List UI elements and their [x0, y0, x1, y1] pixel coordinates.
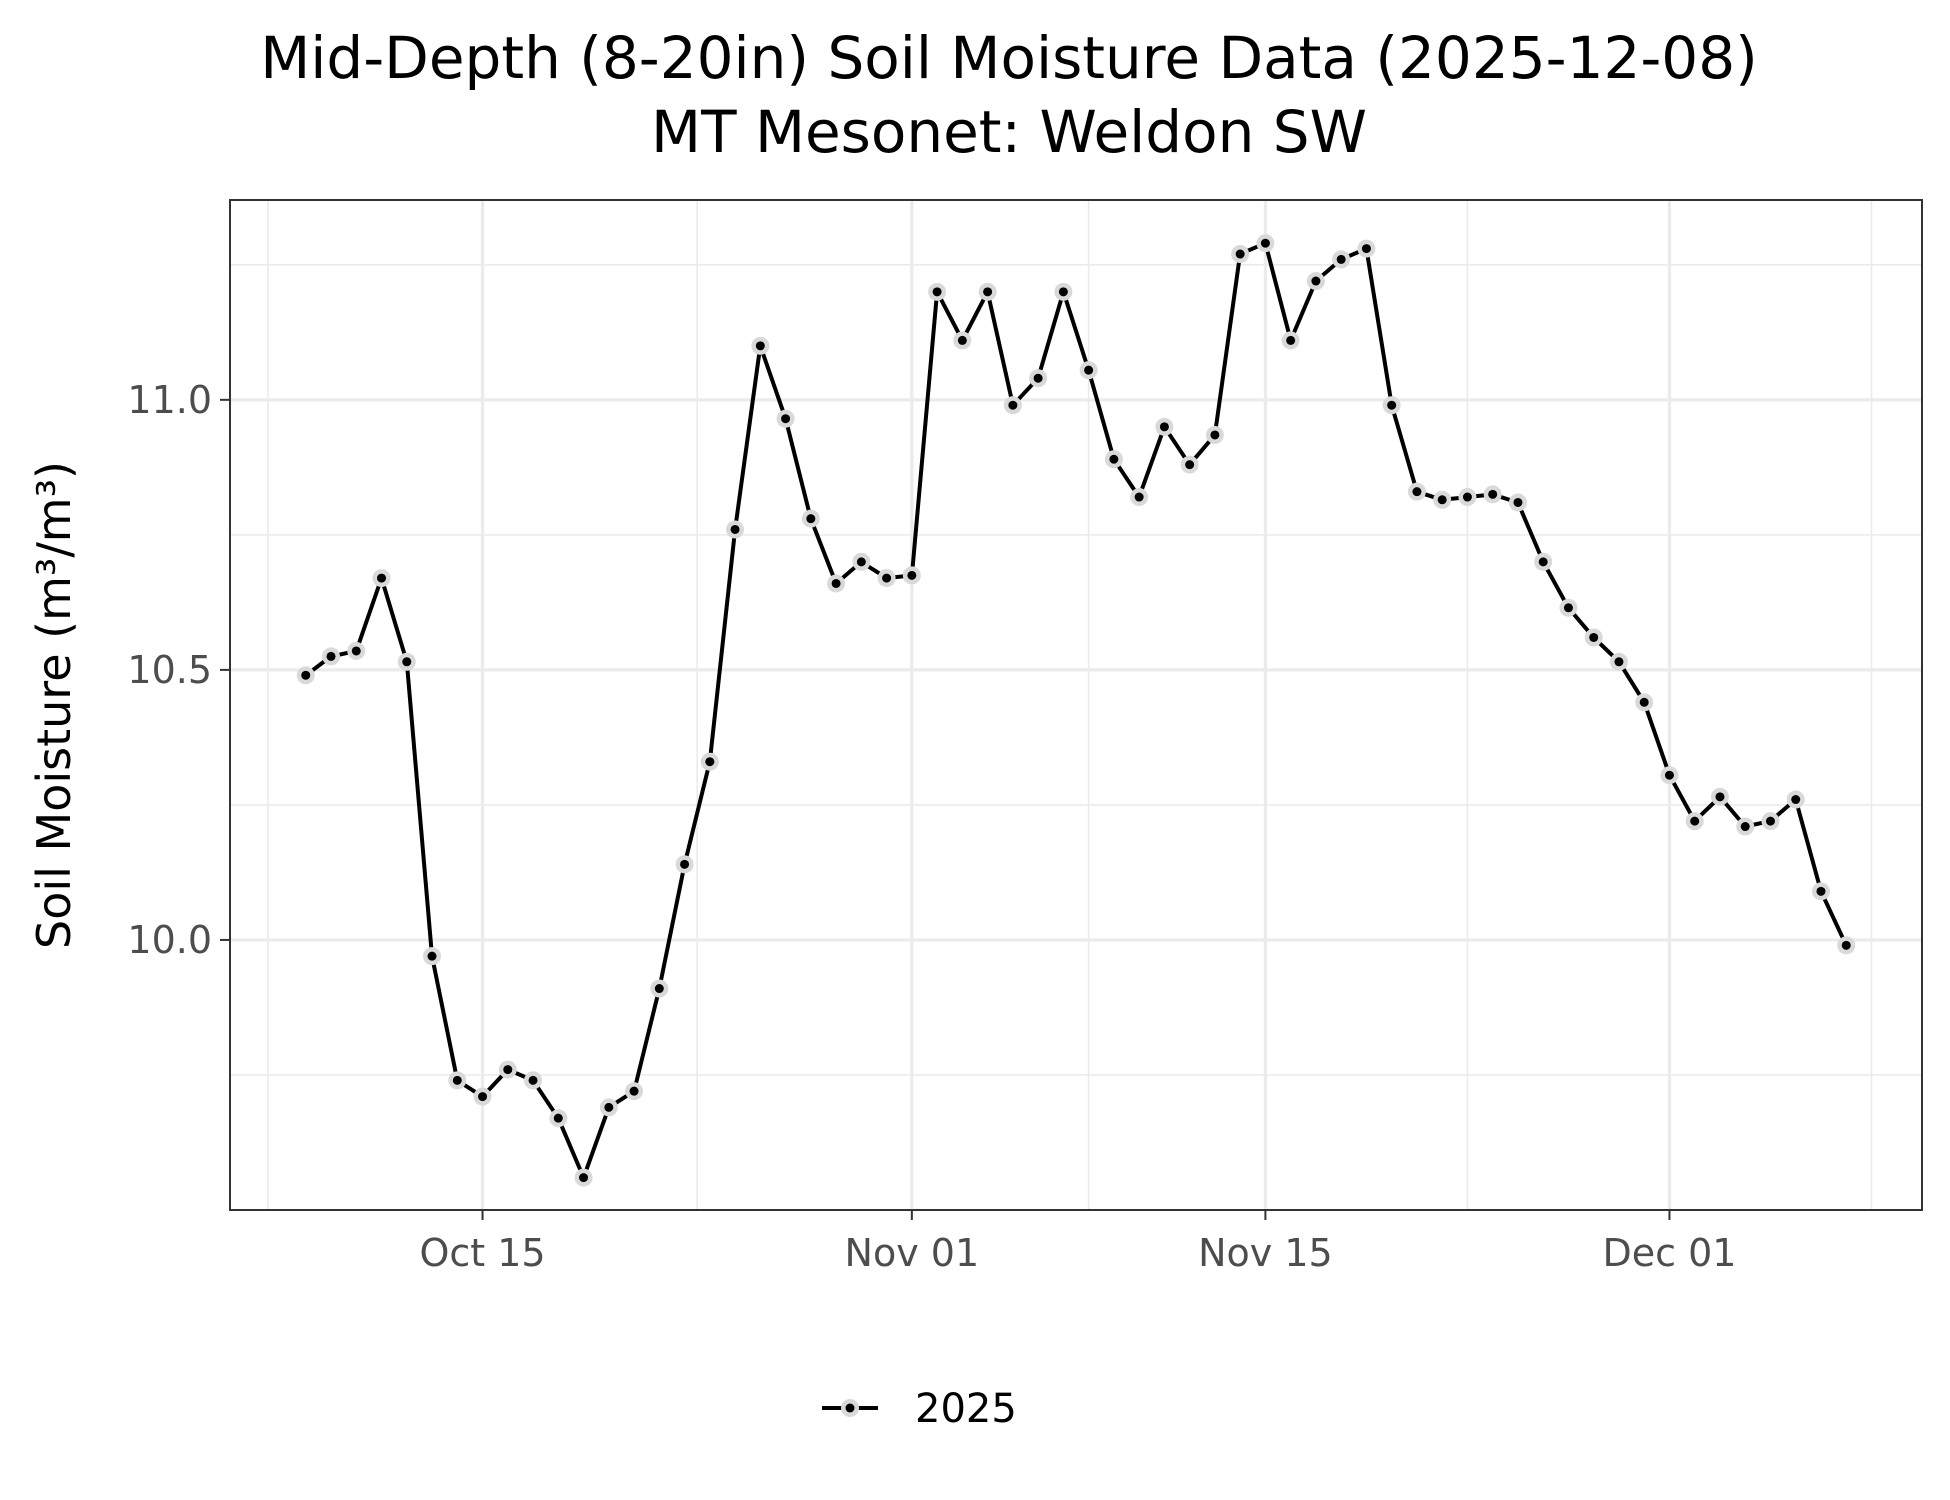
data-point [1791, 795, 1801, 805]
data-point [503, 1065, 513, 1075]
data-point [1563, 603, 1573, 613]
data-point [1664, 770, 1674, 780]
x-tick-label: Nov 15 [1198, 1231, 1333, 1275]
data-point [705, 757, 715, 767]
data-point [781, 414, 791, 424]
y-axis-title: Soil Moisture (m³/m³) [27, 461, 81, 949]
legend: 2025 [822, 1386, 1017, 1432]
data-point [1286, 335, 1296, 345]
x-axis: Oct 15 Nov 01 Nov 15 Dec 01 [419, 1210, 1736, 1275]
plot-panel [229, 199, 1923, 1211]
chart-title-line-2: MT Mesonet: Weldon SW [651, 98, 1367, 166]
data-point [1412, 487, 1422, 497]
data-point [882, 573, 892, 583]
data-point [1715, 792, 1725, 802]
data-point [528, 1075, 538, 1085]
data-point [1109, 454, 1119, 464]
legend-label-2025: 2025 [915, 1386, 1017, 1432]
data-point [1159, 422, 1169, 432]
data-point [1437, 495, 1447, 505]
data-point [1361, 244, 1371, 254]
data-point [1336, 254, 1346, 264]
data-point [1058, 287, 1068, 297]
data-point [957, 335, 967, 345]
major-gridlines [230, 200, 1922, 1210]
data-point [1538, 557, 1548, 567]
data-point [351, 646, 361, 656]
data-point [1614, 657, 1624, 667]
data-point [478, 1092, 488, 1102]
data-point [1185, 460, 1195, 470]
data-point [1765, 816, 1775, 826]
data-point [301, 670, 311, 680]
data-point [1008, 400, 1018, 410]
data-point [983, 287, 993, 297]
series-layer [296, 234, 1856, 1187]
data-point [604, 1102, 614, 1112]
data-point [1639, 697, 1649, 707]
data-point [1033, 373, 1043, 383]
y-axis: 10.0 10.5 11.0 [127, 378, 230, 962]
data-point [1816, 886, 1826, 896]
y-tick-label: 10.5 [127, 648, 212, 692]
data-point [1134, 492, 1144, 502]
data-point [452, 1075, 462, 1085]
data-point [1841, 940, 1851, 950]
data-point [553, 1113, 563, 1123]
data-point [755, 341, 765, 351]
data-point [1513, 497, 1523, 507]
data-point [1260, 238, 1270, 248]
x-tick-label: Oct 15 [419, 1231, 545, 1275]
panel-border [229, 199, 1923, 1211]
legend-key-point [845, 1403, 855, 1413]
data-point [326, 651, 336, 661]
data-point [654, 984, 664, 994]
data-point [629, 1086, 639, 1096]
data-point [579, 1173, 589, 1183]
data-point [730, 524, 740, 534]
x-tick-label: Dec 01 [1602, 1231, 1736, 1275]
data-point [1311, 276, 1321, 286]
data-point [680, 859, 690, 869]
data-point [1235, 249, 1245, 259]
x-tick-label: Nov 01 [845, 1231, 980, 1275]
data-point [377, 573, 387, 583]
data-point [402, 657, 412, 667]
chart-title-line-1: Mid-Depth (8-20in) Soil Moisture Data (2… [260, 24, 1757, 92]
data-point [932, 287, 942, 297]
data-point [1462, 492, 1472, 502]
data-point [856, 557, 866, 567]
data-point [806, 514, 816, 524]
data-point [1210, 430, 1220, 440]
y-tick-label: 11.0 [127, 378, 212, 422]
data-point [831, 578, 841, 588]
data-point [1589, 632, 1599, 642]
data-point [1690, 816, 1700, 826]
data-point [427, 951, 437, 961]
data-point [1488, 489, 1498, 499]
data-point [1084, 365, 1094, 375]
data-point [907, 570, 917, 580]
data-point [1387, 400, 1397, 410]
data-point [1740, 822, 1750, 832]
y-tick-label: 10.0 [127, 918, 212, 962]
